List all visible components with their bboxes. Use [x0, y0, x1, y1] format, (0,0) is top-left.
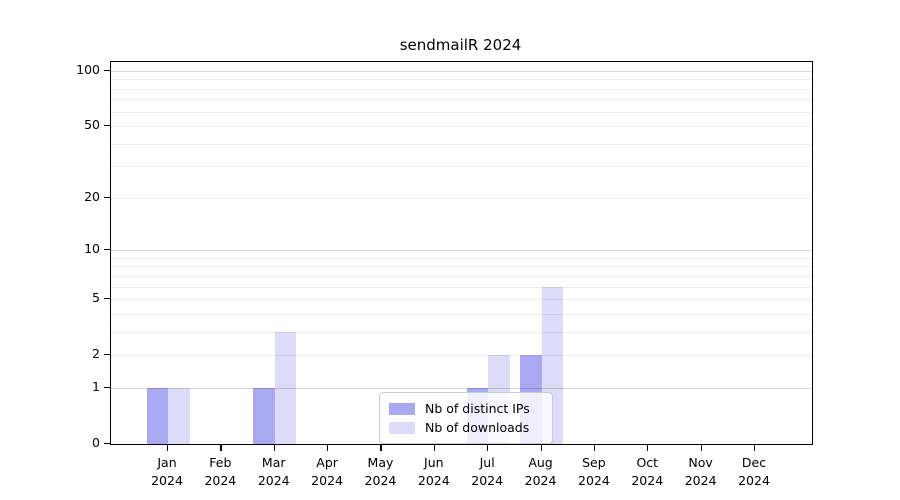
x-tick-label-jan: Jan 2024	[151, 455, 183, 488]
x-tick-apr	[327, 444, 329, 451]
gridline-minor-70	[111, 99, 812, 101]
gridline-minor-50	[111, 126, 812, 128]
gridline-minor-40	[111, 143, 812, 145]
y-tick-5	[104, 298, 110, 300]
plot-area: Nb of distinct IPs Nb of downloads	[110, 61, 813, 445]
y-tick-20	[104, 196, 110, 199]
bar-downloads-mar	[274, 331, 297, 444]
gridline-minor-80	[111, 88, 812, 90]
y-tick-label-5: 5	[92, 290, 100, 306]
x-tick-label-feb: Feb 2024	[204, 455, 237, 488]
bar-distinct-ips-mar	[253, 387, 275, 444]
chart-title: sendmailR 2024	[399, 36, 522, 54]
x-tick-label-apr: Apr 2024	[311, 455, 343, 488]
y-tick-50	[104, 125, 110, 127]
gridline-minor-6	[111, 286, 812, 288]
x-tick-jul	[487, 444, 489, 451]
legend-label-distinct-ips: Nb of distinct IPs	[425, 401, 530, 416]
x-tick-feb	[220, 444, 222, 451]
x-tick-label-may: May 2024	[364, 455, 397, 488]
gridline-minor-7	[111, 275, 812, 277]
x-tick-dec	[754, 444, 756, 451]
gridline-minor-20	[111, 197, 812, 199]
x-tick-label-jun: Jun 2024	[417, 455, 450, 488]
y-tick-label-20: 20	[84, 188, 100, 204]
y-tick-label-100: 100	[76, 61, 100, 77]
y-tick-label-1: 1	[92, 378, 100, 394]
legend-item-distinct-ips: Nb of distinct IPs	[380, 401, 552, 416]
y-tick-label-50: 50	[84, 117, 100, 133]
x-tick-jun	[433, 444, 435, 451]
y-tick-10	[104, 249, 110, 251]
y-tick-label-10: 10	[84, 241, 100, 257]
gridline-major-100	[111, 70, 812, 72]
x-tick-oct	[647, 444, 649, 451]
y-tick-label-2: 2	[92, 346, 100, 362]
legend-swatch-downloads	[389, 421, 415, 434]
x-tick-label-mar: Mar 2024	[257, 455, 290, 488]
gridline-minor-5	[111, 299, 812, 301]
x-tick-label-aug: Aug 2024	[524, 455, 557, 488]
y-tick-0	[104, 443, 110, 445]
x-tick-jan	[167, 444, 169, 451]
gridline-major-1	[111, 387, 812, 389]
gridline-minor-30	[111, 166, 812, 168]
gridline-minor-60	[111, 111, 812, 113]
y-tick-2	[104, 354, 110, 356]
gridline-minor-8	[111, 266, 812, 268]
x-tick-sep	[593, 444, 596, 451]
x-tick-label-sep: Sep 2024	[578, 455, 610, 488]
bar-downloads-jan	[168, 387, 190, 444]
legend-item-downloads: Nb of downloads	[380, 420, 552, 435]
gridline-minor-2	[111, 355, 812, 357]
legend-swatch-distinct-ips	[389, 402, 415, 415]
x-tick-label-jul: Jul 2024	[471, 455, 504, 488]
x-tick-label-nov: Nov 2024	[684, 455, 717, 488]
legend: Nb of distinct IPs Nb of downloads	[379, 392, 553, 444]
gridline-minor-3	[111, 331, 812, 333]
x-tick-may	[380, 444, 382, 451]
x-tick-label-oct: Oct 2024	[631, 455, 664, 488]
x-tick-mar	[273, 444, 275, 451]
legend-label-downloads: Nb of downloads	[425, 420, 530, 435]
bar-distinct-ips-jan	[146, 387, 168, 444]
y-tick-100	[104, 69, 110, 72]
x-tick-label-dec: Dec 2024	[738, 455, 770, 488]
y-tick-1	[104, 386, 110, 389]
gridline-minor-9	[111, 257, 812, 259]
x-tick-aug	[540, 444, 542, 451]
gridline-major-10	[111, 250, 812, 252]
gridline-minor-4	[111, 313, 812, 315]
y-tick-label-0: 0	[92, 435, 100, 450]
x-tick-nov	[700, 444, 702, 451]
gridline-minor-90	[111, 79, 812, 81]
